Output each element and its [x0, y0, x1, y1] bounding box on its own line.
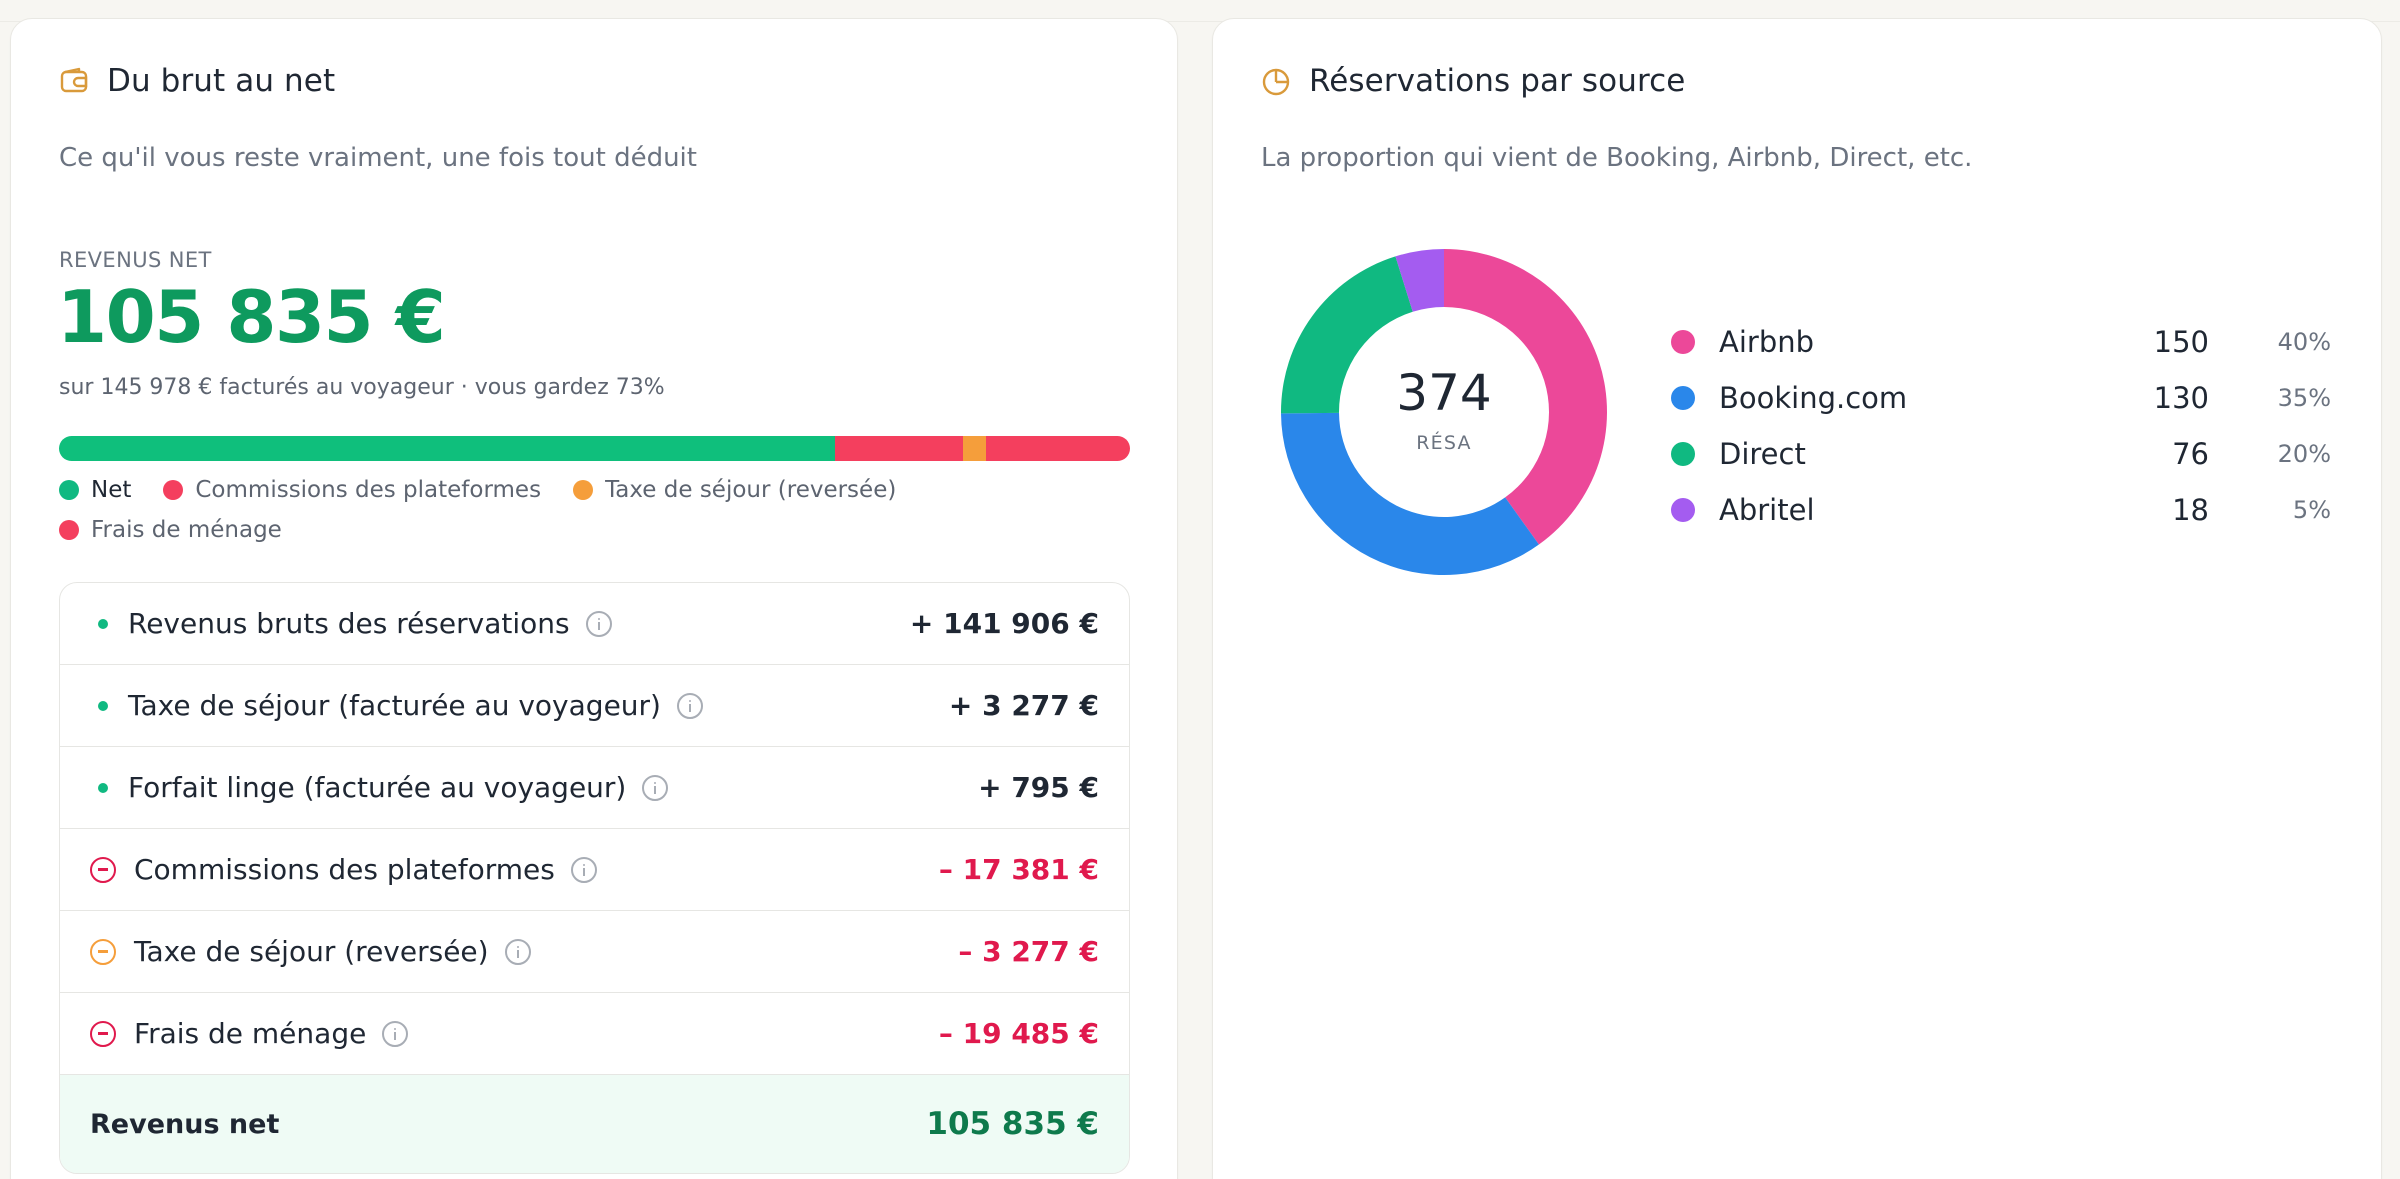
breakdown-row: Commissions des plateformes – 17 381 € [60, 829, 1129, 911]
net-revenue-note: sur 145 978 € facturés au voyageur · vou… [59, 375, 665, 400]
source-name: Abritel [1719, 493, 1815, 527]
source-row-airbnb: Airbnb 150 40% [1671, 314, 2331, 370]
donut-svg [1281, 249, 1607, 575]
source-name: Airbnb [1719, 325, 1815, 359]
source-name: Booking.com [1719, 381, 1908, 415]
info-icon[interactable] [570, 856, 597, 883]
source-card-header: Réservations par source [1261, 63, 1685, 99]
bar-segment [962, 436, 987, 461]
bookings-by-source-card: Réservations par source La proportion qu… [1212, 18, 2382, 1179]
info-icon[interactable] [585, 610, 612, 637]
source-percent: 20% [2277, 440, 2331, 468]
source-donut-chart: 374 RÉSA [1279, 247, 1609, 577]
positive-bullet-icon [98, 700, 108, 711]
row-amount: – 3 277 € [958, 935, 1099, 968]
legend-dot [59, 520, 79, 540]
row-amount: + 141 906 € [909, 607, 1099, 640]
row-label: Taxe de séjour (facturée au voyageur) [128, 689, 661, 722]
info-icon[interactable] [504, 938, 531, 965]
source-dot [1671, 442, 1695, 466]
source-row-abritel: Abritel 18 5% [1671, 482, 2331, 538]
total-label: Revenus net [90, 1108, 280, 1140]
positive-bullet-icon [98, 618, 108, 629]
source-dot [1671, 498, 1695, 522]
net-revenue-card: Du brut au net Ce qu'il vous reste vraim… [10, 18, 1178, 1179]
row-amount: + 3 277 € [948, 689, 1099, 722]
row-label: Revenus bruts des réservations [128, 607, 570, 640]
net-revenue-amount: 105 835 € [57, 275, 446, 359]
net-card-title: Du brut au net [107, 63, 336, 99]
breakdown-row: Revenus bruts des réservations + 141 906… [60, 583, 1129, 665]
total-amount: 105 835 € [926, 1106, 1099, 1142]
net-card-subtitle: Ce qu'il vous reste vraiment, une fois t… [59, 143, 697, 173]
minus-circle-icon [90, 856, 116, 883]
breakdown-row: Taxe de séjour (reversée) – 3 277 € [60, 911, 1129, 993]
info-icon[interactable] [676, 692, 703, 719]
source-percent: 40% [2277, 328, 2331, 356]
info-icon[interactable] [642, 774, 669, 801]
minus-circle-icon [90, 938, 116, 965]
donut-slice-booking-com[interactable] [1281, 412, 1539, 575]
revenue-breakdown-table: Revenus bruts des réservations + 141 906… [59, 582, 1130, 1174]
row-label: Taxe de séjour (reversée) [134, 935, 489, 968]
donut-slice-airbnb[interactable] [1444, 249, 1607, 545]
source-row-direct: Direct 76 20% [1671, 426, 2331, 482]
legend-label: Net [91, 477, 132, 503]
donut-slice-abritel[interactable] [1395, 249, 1444, 312]
source-card-subtitle: La proportion qui vient de Booking, Airb… [1261, 143, 1973, 173]
legend-dot [163, 480, 184, 500]
row-label: Frais de ménage [134, 1017, 367, 1050]
breakdown-row: Frais de ménage – 19 485 € [60, 993, 1129, 1075]
source-dot [1671, 386, 1695, 410]
donut-total-value: 374 [1396, 364, 1492, 422]
source-count: 150 [2153, 325, 2209, 359]
positive-bullet-icon [98, 782, 108, 793]
donut-center: 374 RÉSA [1279, 247, 1609, 577]
bar-segment [986, 436, 1130, 461]
source-card-title: Réservations par source [1309, 63, 1686, 99]
net-revenue-label: REVENUS NET [59, 248, 212, 272]
net-total-row: Revenus net 105 835 € [60, 1075, 1129, 1173]
legend-item-tourist-tax: Taxe de séjour (reversée) [573, 477, 896, 503]
bar-segment [835, 436, 963, 461]
legend-dot [573, 480, 594, 500]
net-card-header: Du brut au net [59, 63, 335, 99]
bar-segment [59, 436, 836, 461]
source-count: 130 [2153, 381, 2209, 415]
pie-chart-icon [1261, 66, 1291, 96]
legend-label: Frais de ménage [91, 517, 282, 543]
source-count: 76 [2172, 437, 2209, 471]
minus-circle-icon [90, 1020, 116, 1047]
source-row-booking: Booking.com 130 35% [1671, 370, 2331, 426]
legend-item-net: Net [59, 477, 131, 503]
source-percent: 5% [2292, 496, 2331, 524]
source-dot [1671, 330, 1695, 354]
legend-label: Taxe de séjour (reversée) [605, 477, 897, 503]
source-count: 18 [2172, 493, 2209, 527]
revenue-split-legend: Net Commissions des plateformes Taxe de … [59, 477, 1139, 543]
top-strip [0, 0, 2400, 22]
legend-item-cleaning: Frais de ménage [59, 517, 282, 543]
row-amount: – 19 485 € [938, 1017, 1099, 1050]
source-name: Direct [1719, 437, 1806, 471]
revenue-split-bar [59, 436, 1130, 461]
row-amount: + 795 € [978, 771, 1099, 804]
legend-dot [59, 480, 79, 500]
row-label: Commissions des plateformes [134, 853, 555, 886]
row-label: Forfait linge (facturée au voyageur) [128, 771, 627, 804]
info-icon[interactable] [382, 1020, 409, 1047]
breakdown-row: Taxe de séjour (facturée au voyageur) + … [60, 665, 1129, 747]
source-percent: 35% [2277, 384, 2331, 412]
wallet-icon [59, 66, 89, 96]
row-amount: – 17 381 € [938, 853, 1099, 886]
legend-label: Commissions des plateformes [195, 477, 542, 503]
source-legend: Airbnb 150 40% Booking.com 130 35% Direc… [1671, 314, 2331, 538]
breakdown-row: Forfait linge (facturée au voyageur) + 7… [60, 747, 1129, 829]
legend-item-commissions: Commissions des plateformes [163, 477, 541, 503]
donut-slice-direct[interactable] [1281, 256, 1413, 414]
donut-total-unit: RÉSA [1416, 432, 1472, 454]
